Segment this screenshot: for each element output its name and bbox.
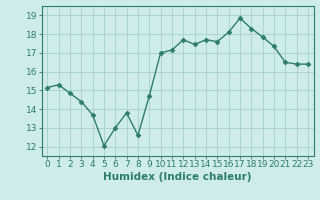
X-axis label: Humidex (Indice chaleur): Humidex (Indice chaleur) [103,172,252,182]
